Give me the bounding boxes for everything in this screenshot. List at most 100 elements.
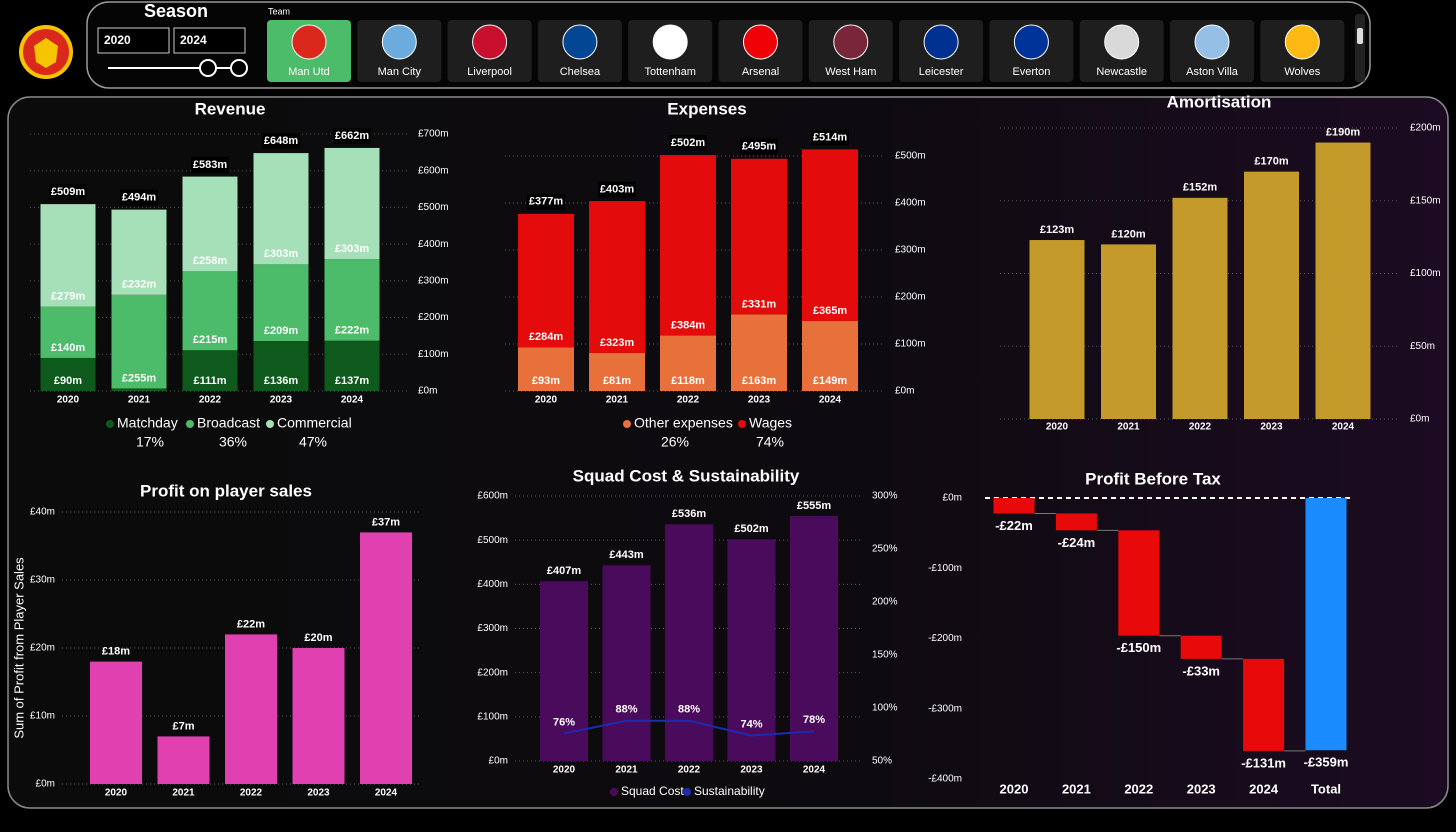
total-label: £648m xyxy=(264,135,298,147)
team-name: Man Utd xyxy=(288,66,330,78)
value-label: -£22m xyxy=(995,518,1033,533)
value-label: £555m xyxy=(797,500,831,512)
value-label: £303m xyxy=(335,243,369,255)
total-label: £502m xyxy=(671,137,705,149)
bar-segment xyxy=(660,155,716,336)
y-tick-label: £400m xyxy=(418,239,449,250)
value-label: £120m xyxy=(1111,228,1145,240)
x-tick-label: 2020 xyxy=(1046,422,1069,433)
bar-segment xyxy=(40,204,96,307)
value-label: £90m xyxy=(54,375,82,387)
team-badge xyxy=(923,24,959,60)
club-logo xyxy=(19,25,73,79)
legend-marker xyxy=(186,420,194,428)
x-tick-label: 2024 xyxy=(803,765,826,776)
bar-segment xyxy=(253,153,309,265)
value-label: £136m xyxy=(264,375,298,387)
bar-segment xyxy=(111,388,167,391)
team-badge xyxy=(1284,24,1320,60)
x-tick-label: 2023 xyxy=(1260,422,1283,433)
x-tick-label: 2021 xyxy=(1062,781,1091,796)
y-tick-label: £300m xyxy=(477,623,508,634)
team-name: Aston Villa xyxy=(1186,66,1239,78)
season-start: 2020 xyxy=(104,33,131,47)
bar-segment xyxy=(518,347,574,391)
chart-title: Profit on player sales xyxy=(140,481,312,500)
total-label-bg xyxy=(598,181,636,198)
x-tick-label: 2022 xyxy=(1189,422,1212,433)
value-label: £323m xyxy=(600,337,634,349)
legend-label: Commercial xyxy=(277,415,352,431)
value-label: £215m xyxy=(193,334,227,346)
total-label-bg xyxy=(120,189,158,206)
value-label: £81m xyxy=(603,375,631,387)
season-end-box[interactable] xyxy=(173,27,246,54)
season-start-box[interactable] xyxy=(97,27,170,54)
value-label: -£33m xyxy=(1182,663,1220,678)
bar xyxy=(360,532,412,784)
x-tick-label: 2024 xyxy=(1332,422,1355,433)
season-slider-knob[interactable] xyxy=(199,59,217,77)
total-label-bg xyxy=(49,184,87,201)
y-tick-label: £20m xyxy=(30,643,55,654)
team-tiles: Man Utd Man City Liverpool Chelsea Tottenham… xyxy=(267,20,1345,82)
team-badge xyxy=(1013,24,1049,60)
y-tick-label: £400m xyxy=(895,198,926,209)
x-tick-label: 2024 xyxy=(819,395,842,406)
x-tick-label: 2021 xyxy=(1117,422,1140,433)
team-badge xyxy=(381,24,417,60)
scrollbar-thumb[interactable] xyxy=(1357,28,1363,44)
value-label: £170m xyxy=(1254,156,1288,168)
team-badge xyxy=(472,24,508,60)
team-name: Arsenal xyxy=(742,66,779,78)
value-label: 88% xyxy=(615,704,637,716)
x-tick-label: 2022 xyxy=(678,765,701,776)
value-label: £536m xyxy=(672,508,706,520)
y-tick-label: £200m xyxy=(477,667,508,678)
x-tick-label: 2020 xyxy=(1000,781,1029,796)
waterfall-bar xyxy=(1118,530,1160,636)
total-label: £583m xyxy=(193,159,227,171)
x-tick-label: 2024 xyxy=(341,395,364,406)
bar-segment xyxy=(253,341,309,391)
bar xyxy=(1101,244,1156,419)
team-badge xyxy=(562,24,598,60)
y2-tick-label: 250% xyxy=(872,544,898,555)
y-tick-label: £600m xyxy=(418,165,449,176)
bar xyxy=(1244,171,1299,419)
bar-segment xyxy=(182,176,238,272)
scrollbar[interactable] xyxy=(1355,14,1365,82)
y-tick-label: £200m xyxy=(1410,123,1441,134)
bar-segment xyxy=(324,147,380,260)
bar xyxy=(90,661,142,784)
bar xyxy=(1029,240,1085,419)
legend-label: Squad Cost xyxy=(621,784,684,798)
value-label: £37m xyxy=(372,516,400,528)
team-name: Wolves xyxy=(1284,66,1320,78)
legend-marker xyxy=(610,788,618,796)
y-tick-label: £40m xyxy=(30,507,55,518)
x-tick-label: 2020 xyxy=(57,395,80,406)
legend-label: Broadcast xyxy=(197,415,260,431)
value-label: £407m xyxy=(547,565,581,577)
y2-tick-label: 300% xyxy=(872,491,898,502)
bar-segment xyxy=(182,350,238,391)
season-title: Season xyxy=(144,1,208,21)
value-label: £384m xyxy=(671,319,705,331)
y-tick-label: £100m xyxy=(477,711,508,722)
team-name: West Ham xyxy=(825,66,876,78)
bar-segment xyxy=(111,209,167,295)
chart-title: Profit Before Tax xyxy=(1085,469,1221,488)
x-tick-label: Total xyxy=(1311,781,1341,796)
total-label-bg xyxy=(527,193,565,210)
x-tick-label: 2020 xyxy=(105,788,128,799)
team-name: Leicester xyxy=(919,66,964,78)
bar-segment xyxy=(589,201,645,353)
y-tick-label: £0m xyxy=(943,493,962,504)
bar xyxy=(292,648,345,784)
bar xyxy=(727,539,776,761)
y-tick-label: £500m xyxy=(895,151,926,162)
value-label: -£150m xyxy=(1116,640,1161,655)
season-slider-knob[interactable] xyxy=(230,59,248,77)
y-tick-label: £0m xyxy=(418,386,437,397)
